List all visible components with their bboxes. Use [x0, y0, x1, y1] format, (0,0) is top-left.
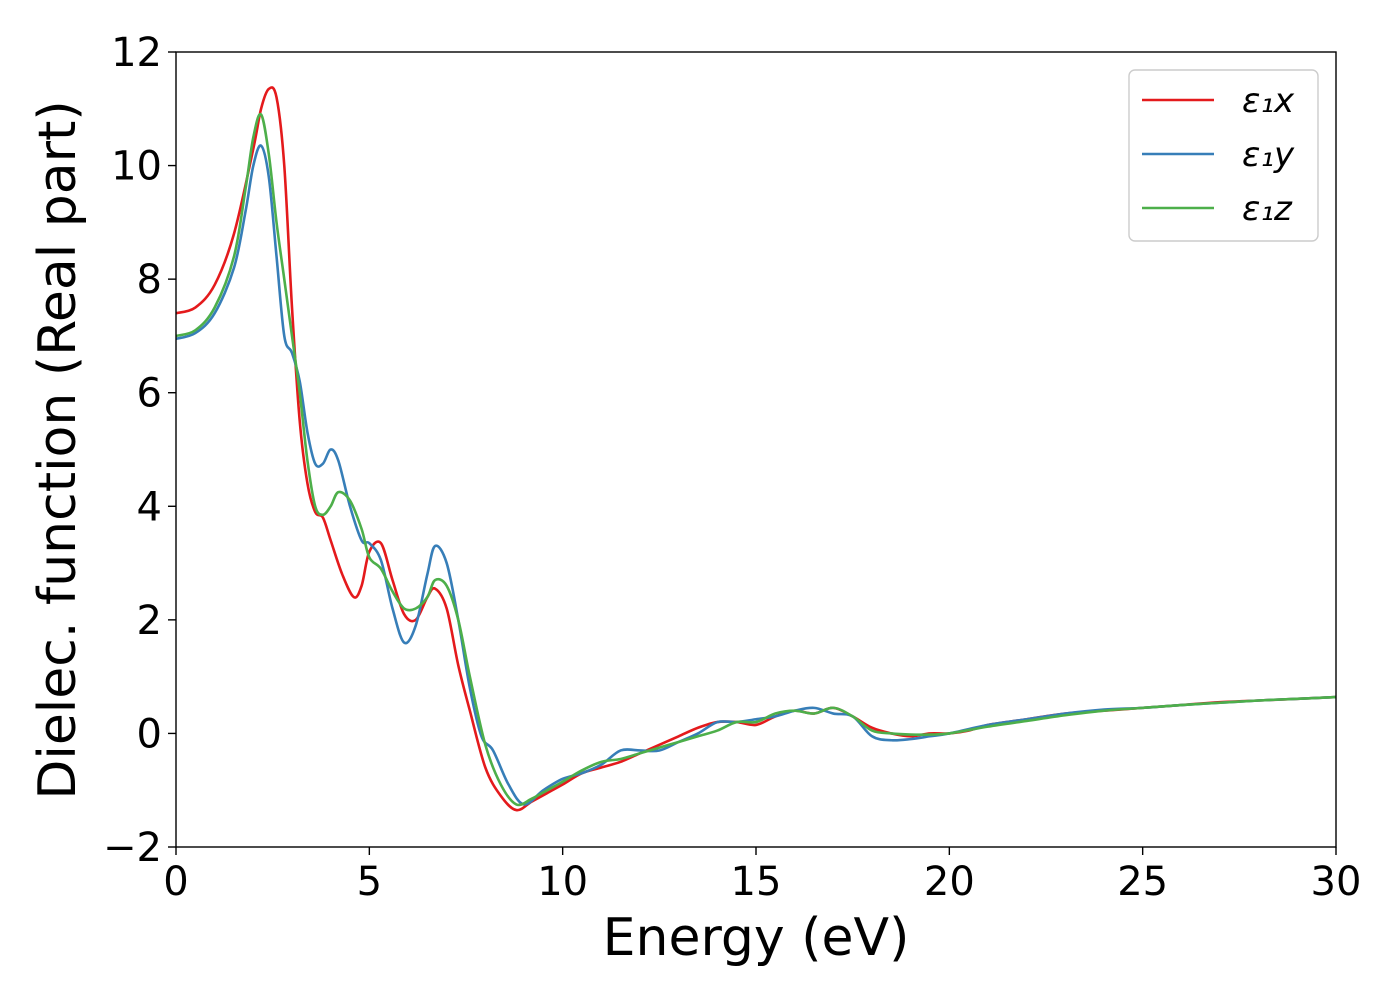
x-tick-label: 10: [537, 859, 588, 905]
y-tick-label: 6: [137, 371, 162, 417]
y-tick-label: −2: [103, 825, 162, 871]
y-tick-label: 8: [137, 257, 162, 303]
legend: ε₁x ε₁y ε₁z: [1128, 69, 1319, 242]
series-line-3: [176, 112, 1336, 807]
y-tick-label: 2: [137, 598, 162, 644]
y-tick-label: 12: [111, 30, 162, 76]
legend-label-3: ε₁z: [1242, 189, 1293, 229]
legend-label-2: ε₁y: [1242, 135, 1295, 175]
legend-label-1: ε₁x: [1242, 81, 1295, 121]
x-tick-label: 25: [1117, 859, 1168, 905]
x-tick-label: 15: [731, 859, 782, 905]
y-tick-label: 10: [111, 144, 162, 190]
x-axis-title: Energy (eV): [603, 908, 910, 968]
series-lines: [176, 86, 1336, 812]
y-axis: −2 0 2 4 6 8 10 12: [103, 30, 176, 871]
x-axis: 0 5 10 15 20 25 30: [163, 847, 1361, 905]
x-tick-label: 5: [357, 859, 382, 905]
x-tick-label: 0: [163, 859, 188, 905]
y-tick-label: 4: [137, 484, 162, 530]
y-axis-title: Dielec. function (Real part): [28, 100, 88, 799]
y-tick-label: 0: [137, 711, 162, 757]
x-tick-label: 20: [924, 859, 975, 905]
x-tick-label: 30: [1311, 859, 1362, 905]
legend-box: [1128, 69, 1319, 242]
